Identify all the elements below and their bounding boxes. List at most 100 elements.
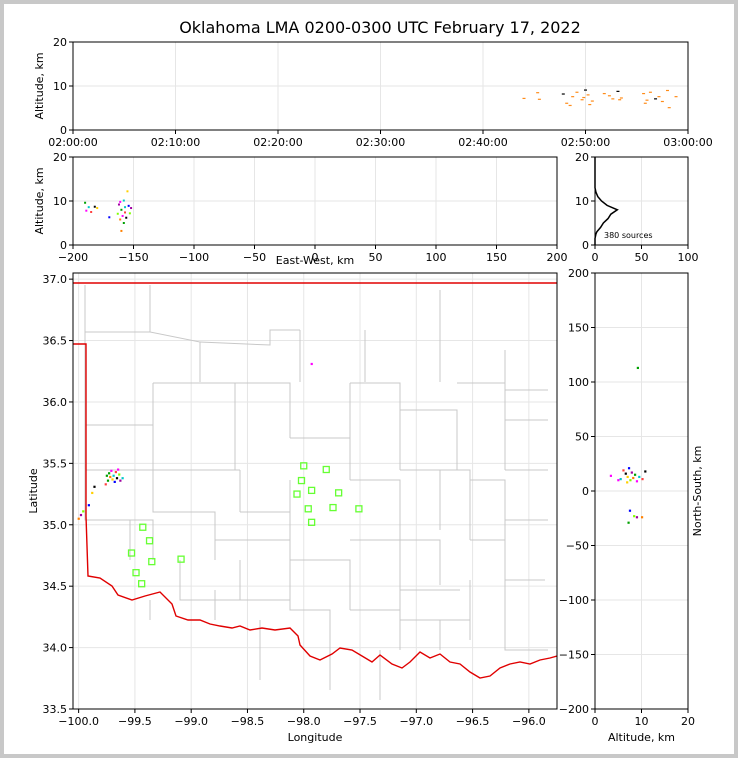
source-point <box>127 204 130 207</box>
map-layer <box>73 282 557 700</box>
y-tick-label: 100 <box>568 376 589 389</box>
x-tick-label: 150 <box>486 251 507 264</box>
source-point <box>126 190 129 193</box>
source-point <box>627 521 630 524</box>
source-point <box>627 467 631 470</box>
source-point <box>113 480 116 483</box>
network-station <box>300 462 308 470</box>
source-point <box>619 478 622 481</box>
x-axis-label: Altitude, km <box>608 731 675 744</box>
source-point <box>633 515 636 518</box>
y-tick-label: 36.0 <box>43 396 68 409</box>
county-line <box>179 560 240 601</box>
county-line <box>350 539 460 591</box>
source-point <box>124 206 127 209</box>
y-tick-label: 37.0 <box>43 273 68 286</box>
source-point <box>667 107 671 109</box>
county-line <box>84 470 131 560</box>
network-station <box>307 486 316 495</box>
network-station <box>293 490 301 498</box>
y-axis-label: Altitude, km <box>33 167 46 234</box>
source-point <box>635 516 639 519</box>
network-station <box>297 476 306 485</box>
source-point <box>628 509 632 512</box>
x-tick-label: 02:50:00 <box>561 136 610 149</box>
county-line <box>350 479 401 540</box>
county-line <box>290 437 351 480</box>
source-point <box>582 96 586 99</box>
county-line <box>350 609 401 650</box>
y-tick-label: 35.5 <box>43 457 68 470</box>
network-station <box>304 505 312 513</box>
county-line <box>470 479 506 560</box>
source-point <box>602 92 606 95</box>
network-station <box>322 465 330 474</box>
time-height-panel: 02:00:00 02:10:00 02:20:00 02:30:00 02:40:00… <box>33 36 713 149</box>
x-tick-label: 02:40:00 <box>458 136 507 149</box>
north-south-panel: 0 10 20 −200 −150 −100 −50 0 50 100 150 200 Altitude… <box>559 267 704 744</box>
source-point <box>112 474 115 477</box>
county-line <box>130 519 154 560</box>
state-boundary <box>73 282 557 679</box>
y-tick-label: 20 <box>53 151 67 164</box>
y-tick-label: 0 <box>582 239 589 252</box>
source-point <box>87 504 90 507</box>
figure-canvas: Oklahoma LMA 0200-0300 UTC February 17, … <box>4 4 734 754</box>
source-point <box>118 473 121 476</box>
y-tick-label: −50 <box>566 540 589 553</box>
source-point <box>117 203 120 206</box>
x-tick-label: 02:20:00 <box>253 136 302 149</box>
source-point <box>79 513 83 517</box>
county-line <box>399 590 470 621</box>
x-tick-label: 0 <box>312 251 319 264</box>
source-point <box>128 212 131 215</box>
source-point <box>645 99 649 101</box>
county-line <box>84 285 150 333</box>
histogram-line <box>594 157 619 245</box>
y-axis-label: Altitude, km <box>33 52 46 119</box>
plan-view-frame <box>72 272 558 710</box>
source-point <box>124 211 127 214</box>
source-point <box>590 100 594 102</box>
source-point <box>114 470 117 474</box>
y-tick-label: −200 <box>559 703 589 716</box>
source-point <box>624 472 627 475</box>
x-tick-label: 20 <box>681 715 695 728</box>
x-tick-label: −97.0 <box>399 715 433 728</box>
x-tick-label: −98.0 <box>287 715 321 728</box>
y-tick-label: −150 <box>559 649 589 662</box>
county-line <box>504 350 548 391</box>
source-point <box>636 366 639 370</box>
source-point <box>116 212 119 215</box>
y-tick-label: 0 <box>582 485 589 498</box>
y-tick-label: 200 <box>568 267 589 280</box>
source-point <box>644 470 647 473</box>
source-point <box>571 96 575 98</box>
source-point <box>109 475 112 479</box>
x-axis-label: East-West, km <box>276 254 354 267</box>
county-boundaries <box>84 285 548 700</box>
x-tick-label: −200 <box>58 251 88 264</box>
y-axis-label: North-South, km <box>691 446 704 537</box>
y-tick-label: 33.5 <box>43 703 68 716</box>
source-count-label: 380 sources <box>604 231 653 240</box>
source-point <box>93 485 96 488</box>
source-point <box>586 94 590 96</box>
network-station <box>307 518 316 526</box>
y-tick-label: 10 <box>53 80 67 93</box>
network-station <box>355 505 363 513</box>
source-point <box>115 477 119 480</box>
source-point <box>632 476 635 480</box>
source-point <box>522 97 526 100</box>
source-point <box>568 104 572 107</box>
network-station <box>145 537 154 545</box>
county-line <box>350 382 401 470</box>
source-point <box>84 201 87 204</box>
network-station <box>127 549 136 557</box>
y-tick-label: 35.0 <box>43 519 68 532</box>
source-point <box>640 516 644 519</box>
source-point <box>648 91 652 93</box>
source-point <box>119 218 122 221</box>
source-point <box>588 103 592 106</box>
